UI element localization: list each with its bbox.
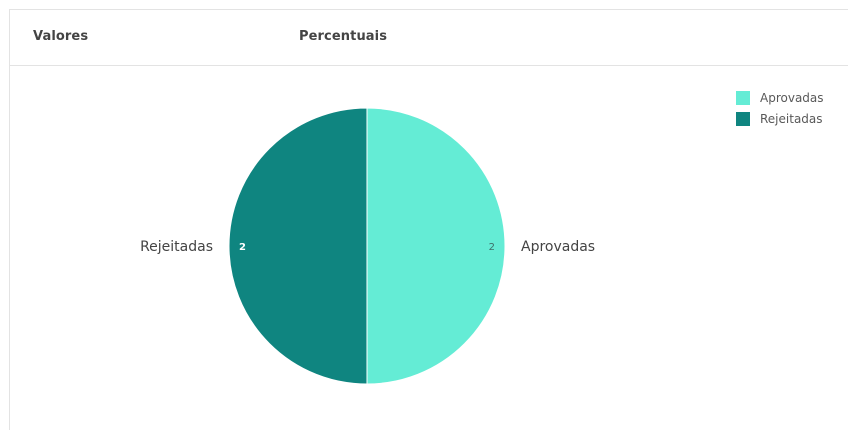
legend-label-aprovadas: Aprovadas bbox=[760, 90, 824, 105]
legend-item-aprovadas[interactable]: Aprovadas bbox=[736, 88, 824, 107]
tab-valores[interactable]: Valores bbox=[33, 29, 89, 44]
legend-swatch-aprovadas bbox=[736, 90, 750, 105]
legend-swatch-rejeitadas bbox=[736, 111, 750, 126]
pie-category-label-rejeitadas: Rejeitadas bbox=[140, 239, 213, 255]
tab-percentuais[interactable]: Percentuais bbox=[299, 29, 388, 44]
legend-label-rejeitadas: Rejeitadas bbox=[760, 111, 823, 126]
legend-item-rejeitadas[interactable]: Rejeitadas bbox=[736, 109, 824, 128]
pie-value-label-rejeitadas: 2 bbox=[239, 242, 246, 253]
chart-legend: Aprovadas Rejeitadas bbox=[736, 88, 824, 130]
pie-slice-aprovadas[interactable] bbox=[366, 107, 506, 385]
pie-slice-rejeitadas[interactable] bbox=[228, 107, 368, 385]
pie-category-label-aprovadas: Aprovadas bbox=[521, 239, 595, 255]
pie-chart: 2 Aprovadas 2 Rejeitadas bbox=[140, 107, 595, 385]
tab-bar: Valores Percentuais bbox=[10, 10, 848, 66]
pie-value-label-aprovadas: 2 bbox=[489, 242, 495, 253]
